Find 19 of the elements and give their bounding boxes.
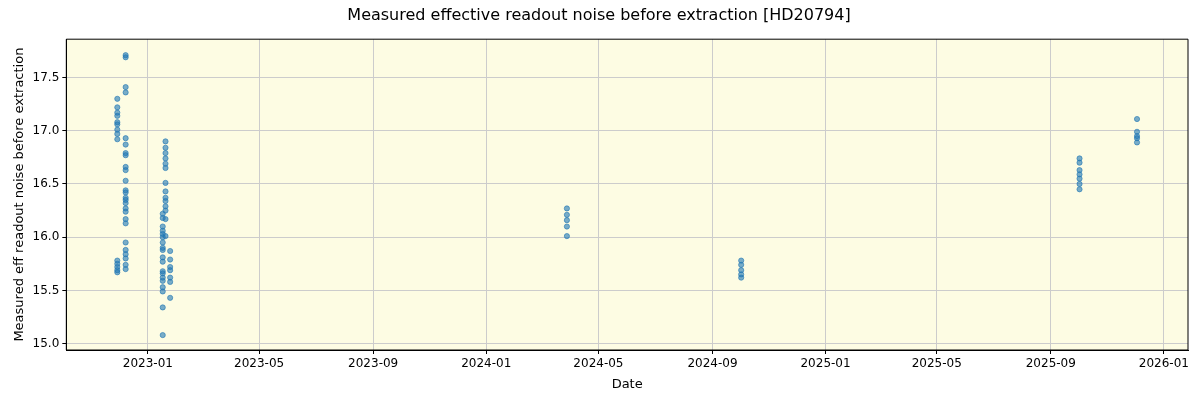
x-tick-label: 2025-09 <box>1025 356 1076 371</box>
y-axis-title: Measured eff readout noise before extraction <box>11 47 27 342</box>
y-tick-label: 15.5 <box>32 282 60 297</box>
x-tick-label: 2025-01 <box>800 356 851 371</box>
x-tick-label: 2023-05 <box>234 356 285 371</box>
y-tick-label: 17.5 <box>32 69 60 84</box>
chart-title: Measured effective readout noise before extraction [HD20794] <box>347 4 851 24</box>
x-tick-label: 2023-09 <box>348 356 399 371</box>
x-tick-label: 2023-01 <box>122 356 173 371</box>
x-tick-label: 2026-01 <box>1138 356 1189 371</box>
x-tick-label: 2024-09 <box>687 356 738 371</box>
y-tick-label: 15.0 <box>32 335 60 350</box>
x-tick-label: 2024-05 <box>573 356 624 371</box>
y-tick-label: 17.0 <box>32 122 60 137</box>
y-tick-label: 16.0 <box>32 229 60 244</box>
x-tick-label: 2025-05 <box>911 356 962 371</box>
y-tick-label: 16.5 <box>32 176 60 191</box>
x-tick-label: 2024-01 <box>461 356 512 371</box>
x-axis-title: Date <box>611 375 643 391</box>
